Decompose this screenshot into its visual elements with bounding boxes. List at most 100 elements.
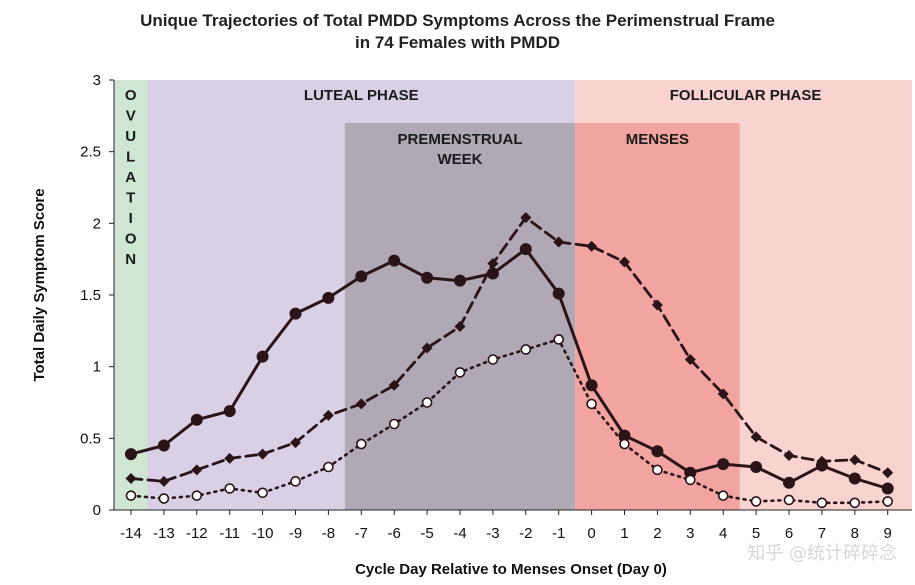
data-point-high [651, 445, 664, 458]
x-tick-label: -1 [552, 525, 565, 542]
data-point-high [717, 458, 730, 471]
data-point-low [191, 490, 203, 501]
data-point-moderate [191, 464, 203, 476]
data-point-low [652, 464, 663, 476]
menses-label: MENSES [626, 131, 689, 148]
luteal-phase-label: LUTEAL PHASE [304, 87, 419, 104]
data-point-low [619, 438, 630, 450]
data-point-moderate [816, 455, 828, 467]
x-tick-label: -14 [120, 525, 142, 542]
data-point-moderate [520, 212, 532, 224]
data-point-low [224, 483, 235, 494]
chart-title-line-1: Unique Trajectories of Total PMDD Sympto… [140, 11, 775, 30]
data-point-moderate [257, 448, 269, 460]
y-tick-label: 1 [93, 359, 101, 376]
data-point-low [553, 334, 565, 345]
data-point-low [487, 354, 499, 365]
data-point-low [158, 493, 170, 504]
data-point-moderate [290, 437, 301, 449]
data-point-moderate [651, 299, 663, 311]
data-point-moderate [684, 354, 696, 365]
x-tick-label: 9 [884, 525, 892, 542]
data-point-low [586, 398, 597, 410]
data-point-moderate [355, 398, 367, 410]
x-tick-label: -10 [252, 525, 274, 542]
x-tick-label: -6 [388, 525, 401, 542]
series-line-high [129, 247, 890, 490]
data-point-high [881, 482, 894, 495]
watermark: 知乎 @统计碎碎念 [747, 543, 897, 564]
x-tick-label: 0 [587, 525, 595, 542]
ovulation-band [114, 80, 148, 510]
data-point-high [157, 439, 170, 452]
data-point-moderate [454, 321, 466, 333]
data-point-moderate [849, 454, 861, 466]
data-point-high [223, 405, 236, 418]
premenstrual-week-band [344, 123, 576, 510]
data-point-low [290, 476, 301, 487]
follicular-phase-label: FOLLICULAR PHASE [670, 87, 822, 104]
y-tick-label: 0 [93, 502, 101, 519]
x-tick-label: -7 [355, 525, 368, 542]
data-point-high [190, 413, 203, 426]
data-point-low [257, 487, 268, 499]
premenstrual-label: PREMENSTRUAL [397, 131, 522, 148]
data-point-high [519, 243, 532, 256]
data-point-moderate [882, 467, 894, 479]
data-point-high [750, 461, 763, 473]
x-tick-label: 3 [686, 525, 694, 542]
x-tick-label: 2 [653, 525, 661, 542]
data-point-low [783, 494, 795, 506]
x-tick-label: -11 [219, 525, 240, 542]
data-point-moderate [158, 475, 170, 487]
x-axis-label: Cycle Day Relative to Menses Onset (Day … [355, 561, 667, 578]
data-point-moderate [750, 431, 762, 443]
data-point-low [323, 461, 334, 473]
data-point-low [355, 438, 367, 450]
chart-title-line-2: in 74 Females with PMDD [355, 33, 560, 52]
x-tick-label: -9 [289, 525, 302, 542]
data-point-high [454, 274, 466, 287]
data-point-low [882, 496, 894, 507]
data-point-low [684, 474, 696, 486]
data-point-moderate [487, 257, 499, 269]
data-point-high [256, 350, 269, 363]
data-point-low [849, 497, 861, 509]
data-point-low [520, 344, 532, 355]
data-point-moderate [586, 240, 598, 252]
data-point-moderate [717, 388, 729, 400]
series-line-moderate [129, 216, 890, 483]
y-tick-label: 0.5 [80, 430, 101, 447]
y-axis-label: Total Daily Symptom Score [31, 188, 48, 381]
data-point-moderate [388, 379, 400, 391]
data-point-moderate [553, 236, 565, 248]
y-tick-label: 2 [93, 215, 101, 232]
data-point-high [355, 270, 368, 283]
y-tick-label: 1.5 [80, 287, 101, 304]
data-point-low [125, 490, 137, 501]
premenstrual-week-label: WEEK [438, 151, 483, 168]
data-point-high [289, 307, 302, 320]
x-tick-label: 1 [620, 525, 628, 542]
data-point-moderate [125, 472, 137, 484]
data-point-moderate [619, 256, 630, 268]
data-point-moderate [224, 452, 236, 464]
data-point-low [421, 397, 433, 408]
data-point-high [421, 271, 434, 284]
x-tick-label: 7 [818, 525, 826, 542]
data-point-high [322, 291, 335, 304]
x-tick-label: -13 [153, 525, 175, 542]
data-point-high [585, 379, 598, 392]
data-point-high [552, 287, 565, 300]
x-tick-label: -8 [322, 525, 335, 542]
data-point-high [486, 267, 499, 280]
x-tick-label: 5 [752, 525, 760, 542]
data-point-high [848, 472, 861, 485]
x-tick-label: -2 [519, 525, 532, 542]
data-point-low [388, 418, 400, 430]
x-tick-label: -4 [453, 525, 466, 542]
series-line-low [129, 338, 890, 505]
x-tick-label: 8 [851, 525, 859, 542]
